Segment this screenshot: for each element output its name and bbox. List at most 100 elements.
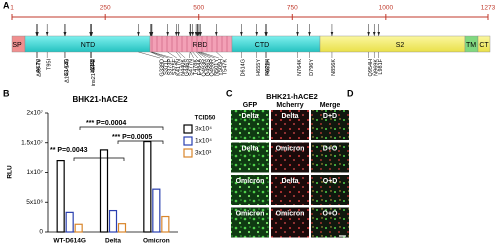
arrow-head	[367, 32, 370, 36]
arrow-head	[189, 32, 192, 36]
arrow-head	[174, 32, 178, 36]
legend-swatch	[183, 136, 193, 146]
mutation-label: N501Y	[214, 59, 220, 76]
micrograph	[271, 142, 309, 173]
mutation-label: S371L	[163, 59, 169, 75]
y-axis-label: RLU	[7, 165, 14, 179]
y-tick-label: 1.5x10⁷	[21, 139, 44, 146]
micrograph-label: Omicron	[236, 178, 265, 185]
scale-tick-label: 750	[287, 5, 298, 12]
x-tick-label: Delta	[105, 238, 121, 245]
arrow-head	[63, 32, 67, 36]
micrograph	[311, 142, 349, 173]
column-header: Mcherry	[276, 102, 303, 109]
mutation-leader	[178, 51, 186, 59]
domain-label: SP	[12, 42, 22, 49]
domain-label: CT	[479, 42, 489, 49]
bar	[99, 149, 109, 233]
y-tick-label: 2x10⁷	[27, 110, 44, 117]
mutation-leader	[150, 51, 165, 59]
y-tick-label: 1x10⁷	[27, 169, 44, 176]
mutation-label: H655Y	[256, 59, 262, 76]
mutation-label: A67V	[36, 59, 42, 73]
mutation-leader	[167, 51, 177, 59]
arrow-head	[150, 32, 154, 36]
legend-swatch	[183, 148, 193, 158]
bar	[117, 223, 127, 233]
scale-tick-label: 250	[100, 5, 111, 12]
micrograph-label: O+D	[323, 178, 338, 185]
mutation-label: Δ69-70	[37, 59, 43, 77]
domain-label: TM	[466, 42, 476, 49]
mutation-leader	[176, 51, 182, 59]
micrograph-label: Omicron	[276, 210, 305, 217]
panel-b: B BHK21-hACE2 RLU TCID50 0 5x10⁶ 1x10⁷ 1.5x…	[3, 88, 216, 244]
mutation-label: Δ143-145	[64, 59, 70, 83]
micrograph	[271, 175, 309, 205]
legend-swatch	[183, 124, 193, 134]
panel-a: A 1 250 500 750 1000 1273 SP NTD RBD CTD S2 TM CT A67…	[3, 0, 496, 86]
micrograph-label: Delta	[241, 145, 258, 152]
mutation-leader	[197, 51, 207, 59]
micrograph-label: Delta	[281, 113, 298, 120]
micrograph	[311, 110, 349, 140]
mutation-leader	[151, 51, 173, 59]
panel-label: A	[3, 0, 10, 10]
scale-tick-label: 500	[193, 5, 204, 12]
mutation-label: N856K	[331, 59, 337, 76]
legend-label: 1x10⁴	[195, 138, 212, 145]
micrograph-label: Omicron	[276, 145, 305, 152]
bar	[161, 215, 170, 233]
mutation-label: Δ211	[90, 59, 96, 71]
mutation-leader	[190, 51, 194, 59]
mutation-label: D614G	[241, 59, 247, 76]
mutation-label: G142D	[64, 59, 70, 76]
arrow-head	[191, 32, 195, 36]
mutation-label: N679K	[265, 59, 271, 76]
legend-label: 3x10⁴	[195, 126, 212, 133]
micrograph-label: Delta	[281, 178, 298, 185]
arrow-head	[90, 32, 94, 36]
arrow-head	[45, 32, 49, 36]
domain	[319, 35, 466, 53]
mutation-label: G339D	[159, 59, 165, 76]
arrow-head	[377, 32, 381, 36]
chart-title: BHK21-hACE2	[72, 95, 128, 104]
arrow-head	[215, 32, 218, 36]
mutation-leader	[200, 51, 219, 59]
domain-label: S2	[396, 42, 405, 49]
mutation-label: S373P	[168, 59, 174, 76]
mutation-label: N440K	[180, 59, 186, 76]
micrograph-label: Delta	[241, 113, 258, 120]
domain	[231, 35, 321, 53]
mutation-leader	[151, 51, 169, 59]
mutation-leader	[195, 51, 203, 59]
arrow-head	[137, 32, 140, 36]
bar	[143, 140, 152, 233]
mutation-leader	[216, 51, 224, 59]
annotation: *** P=0.0004	[86, 120, 126, 127]
panel-label: C	[226, 88, 233, 98]
micrograph-label: Omicron	[236, 210, 265, 217]
y-tick-label: 5x10⁶	[26, 199, 43, 206]
domain	[477, 35, 491, 53]
scale-tick-label: 1000	[379, 5, 394, 12]
column-header: Merge	[320, 102, 341, 109]
panel-label: D	[347, 88, 354, 98]
scale-tick-label: 1	[10, 5, 14, 12]
arrow-head	[166, 32, 169, 36]
mutation-label: Q498R	[210, 59, 216, 76]
mutation-label: N969K	[373, 59, 379, 76]
arrow-head	[255, 32, 259, 36]
micrograph-label: D+O	[323, 145, 338, 152]
domain-label: NTD	[81, 42, 95, 49]
mutation-leader	[197, 51, 211, 59]
arrow-head	[330, 32, 334, 36]
column-header: GFP	[243, 102, 258, 109]
arrow-head	[372, 32, 376, 36]
significance-bracket	[79, 126, 164, 130]
mutation-leader	[192, 51, 198, 59]
bar	[74, 223, 83, 233]
legend-label: 3x10³	[195, 150, 212, 157]
